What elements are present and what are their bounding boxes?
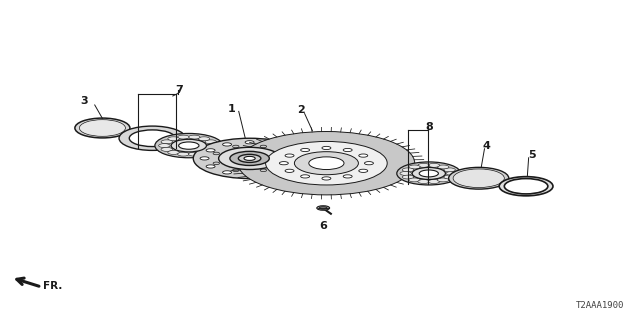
Text: 4: 4 (483, 140, 490, 151)
Ellipse shape (428, 164, 440, 167)
Ellipse shape (294, 152, 358, 175)
Ellipse shape (168, 137, 179, 141)
Ellipse shape (213, 152, 220, 155)
Ellipse shape (343, 148, 352, 152)
Ellipse shape (223, 171, 232, 174)
Ellipse shape (284, 149, 293, 152)
Ellipse shape (260, 145, 267, 148)
Ellipse shape (301, 175, 310, 178)
Ellipse shape (129, 130, 175, 147)
Ellipse shape (365, 162, 374, 165)
Ellipse shape (301, 148, 310, 152)
Ellipse shape (206, 149, 215, 152)
Ellipse shape (400, 172, 412, 175)
Ellipse shape (193, 138, 306, 179)
Ellipse shape (322, 177, 331, 180)
Text: 6: 6 (319, 221, 327, 231)
Ellipse shape (343, 175, 352, 178)
Ellipse shape (245, 141, 254, 144)
Ellipse shape (206, 165, 215, 168)
Ellipse shape (285, 154, 294, 157)
Ellipse shape (412, 167, 445, 180)
Ellipse shape (280, 162, 286, 164)
Ellipse shape (207, 144, 219, 148)
Ellipse shape (75, 118, 130, 138)
Ellipse shape (409, 178, 420, 182)
Ellipse shape (504, 179, 548, 194)
Ellipse shape (418, 164, 429, 167)
Ellipse shape (418, 180, 429, 183)
Ellipse shape (205, 140, 216, 144)
Ellipse shape (444, 168, 455, 172)
Ellipse shape (437, 165, 449, 169)
Ellipse shape (219, 147, 280, 170)
Ellipse shape (268, 171, 276, 174)
Text: 5: 5 (529, 149, 536, 160)
Ellipse shape (437, 178, 449, 182)
Ellipse shape (188, 152, 200, 156)
Ellipse shape (171, 139, 207, 152)
Ellipse shape (79, 120, 125, 136)
Ellipse shape (409, 165, 420, 169)
Ellipse shape (188, 135, 200, 139)
Ellipse shape (84, 122, 120, 134)
Ellipse shape (161, 140, 173, 144)
Ellipse shape (449, 167, 509, 189)
Ellipse shape (223, 143, 232, 146)
Ellipse shape (161, 148, 173, 151)
Ellipse shape (317, 206, 330, 210)
Ellipse shape (359, 169, 368, 172)
Ellipse shape (322, 146, 331, 149)
Ellipse shape (403, 168, 414, 172)
Text: T2AAA1900: T2AAA1900 (575, 301, 624, 310)
Ellipse shape (155, 133, 223, 158)
Ellipse shape (168, 150, 179, 154)
Ellipse shape (419, 170, 438, 177)
Ellipse shape (290, 157, 299, 160)
Text: FR.: FR. (43, 281, 62, 291)
Ellipse shape (280, 162, 289, 165)
Ellipse shape (232, 145, 239, 148)
Ellipse shape (198, 137, 210, 141)
Ellipse shape (245, 173, 254, 176)
Ellipse shape (284, 165, 293, 168)
Ellipse shape (232, 169, 239, 172)
Ellipse shape (244, 156, 255, 160)
Ellipse shape (285, 169, 294, 172)
Ellipse shape (453, 169, 504, 188)
Ellipse shape (198, 150, 210, 154)
Ellipse shape (238, 154, 261, 163)
Text: 3: 3 (81, 96, 88, 106)
Ellipse shape (460, 171, 498, 185)
Ellipse shape (230, 151, 269, 165)
Ellipse shape (280, 152, 286, 155)
Text: 7: 7 (175, 85, 183, 95)
Text: 1: 1 (228, 104, 236, 114)
Ellipse shape (446, 172, 458, 175)
Ellipse shape (178, 135, 189, 139)
Ellipse shape (397, 162, 461, 185)
Ellipse shape (403, 175, 414, 179)
Ellipse shape (178, 152, 189, 156)
Ellipse shape (200, 157, 209, 160)
Ellipse shape (319, 207, 327, 209)
Ellipse shape (205, 148, 216, 151)
Ellipse shape (359, 154, 368, 157)
Ellipse shape (213, 162, 220, 164)
Ellipse shape (260, 169, 267, 172)
Text: 8: 8 (425, 122, 433, 132)
Ellipse shape (266, 141, 387, 185)
Ellipse shape (159, 144, 170, 148)
Ellipse shape (308, 157, 344, 170)
Ellipse shape (119, 126, 186, 150)
Ellipse shape (268, 143, 276, 146)
Ellipse shape (428, 180, 440, 183)
Ellipse shape (179, 142, 199, 149)
Ellipse shape (499, 177, 553, 196)
Text: 2: 2 (297, 105, 305, 116)
Ellipse shape (238, 132, 415, 195)
Ellipse shape (444, 175, 455, 179)
